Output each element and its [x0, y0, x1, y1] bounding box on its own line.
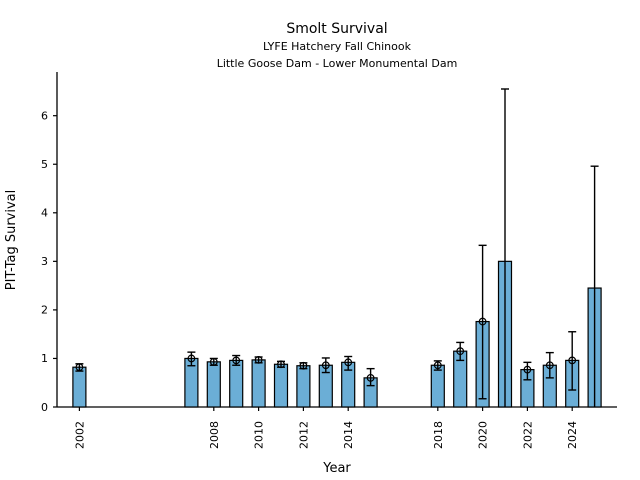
y-tick-label-2: 2 [41, 304, 48, 317]
x-tick-label-2002: 2002 [73, 421, 86, 449]
bar-2012 [296, 365, 311, 408]
bar-2010 [251, 359, 266, 408]
x-tick-label-2010: 2010 [253, 421, 266, 449]
point-marker-2023 [545, 361, 554, 370]
bar-2008 [206, 361, 221, 408]
point-marker-2022 [523, 365, 532, 374]
y-axis-label: PIT-Tag Survival [4, 190, 19, 290]
point-marker-2015 [366, 373, 375, 382]
x-tick-label-2008: 2008 [208, 421, 221, 449]
point-marker-2014 [344, 358, 353, 367]
point-marker-2011 [277, 360, 285, 369]
y-tick-label-1: 1 [41, 352, 48, 365]
x-tick-label-2018: 2018 [432, 421, 445, 449]
bar-2011 [273, 363, 289, 408]
point-marker-2009 [232, 356, 241, 365]
chart-subtitle-reach: Little Goose Dam - Lower Monumental Dam [217, 57, 458, 70]
point-marker-2007 [187, 354, 196, 363]
bar-2018 [430, 364, 445, 408]
point-marker-2002 [75, 363, 84, 372]
point-marker-2012 [299, 361, 308, 370]
bar-2009 [229, 359, 244, 408]
x-tick-label-2024: 2024 [566, 421, 579, 449]
point-marker-2008 [209, 357, 218, 366]
plot-area: 0 1 2 3 4 5 6 2002 2008 2010 2012 2014 2018 2020 2022 2… [41, 72, 617, 449]
y-tick-label-3: 3 [41, 255, 48, 268]
y-tick-label-0: 0 [41, 401, 48, 414]
x-axis-label: Year [322, 461, 351, 476]
point-marker-2024 [568, 356, 577, 365]
point-marker-2010 [254, 356, 263, 364]
point-marker-2018 [433, 361, 442, 370]
y-tick-label-6: 6 [41, 109, 48, 122]
chart-subtitle-stock: LYFE Hatchery Fall Chinook [263, 40, 412, 53]
point-marker-2020 [478, 317, 487, 326]
bar-2002 [72, 366, 87, 408]
x-tick-label-2020: 2020 [477, 421, 490, 449]
x-tick-label-2014: 2014 [342, 421, 355, 449]
point-marker-2019 [456, 347, 465, 356]
y-tick-label-5: 5 [41, 158, 48, 171]
x-tick-label-2022: 2022 [521, 421, 534, 449]
chart-title: Smolt Survival [286, 21, 387, 37]
y-tick-label-4: 4 [41, 207, 48, 220]
x-tick-label-2012: 2012 [297, 421, 310, 449]
point-marker-2013 [321, 361, 330, 370]
